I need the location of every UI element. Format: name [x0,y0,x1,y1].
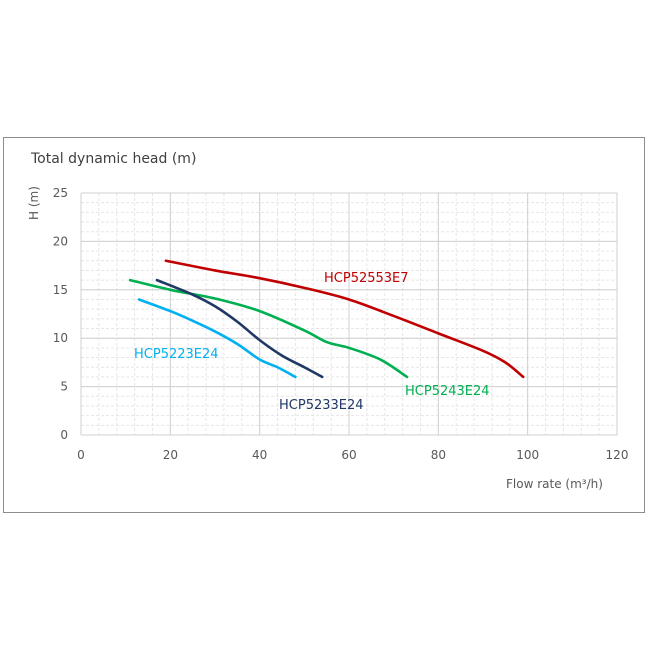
x-tick-label: 60 [341,448,356,462]
y-tick-label: 25 [53,186,68,200]
series-label-hcp5233e24: HCP5233E24 [279,398,364,413]
y-axis-label: H (m) [27,186,41,220]
series-label-hcp5223e24: HCP5223E24 [134,347,219,362]
y-tick-label: 20 [53,234,68,248]
series-line-hcp5243e24 [128,278,409,379]
chart-title: Total dynamic head (m) [31,151,197,167]
x-tick-label: 120 [606,448,629,462]
series-labels: HCP52553E7 HCP5243E24 HCP5233E24 HCP5223E24 [134,271,490,413]
series-line-hcp5223e24 [137,298,297,379]
series-line-hcp52553e7 [164,259,525,379]
x-tick-labels: 0 20 40 60 80 100 120 [77,448,628,462]
x-tick-label: 80 [431,448,446,462]
major-grid [80,192,618,436]
x-tick-label: 40 [252,448,267,462]
x-tick-label: 100 [516,448,539,462]
y-tick-label: 15 [53,283,68,297]
x-tick-label: 20 [163,448,178,462]
y-tick-label: 10 [53,331,68,345]
series-label-hcp52553e7: HCP52553E7 [324,271,409,286]
series-line-hcp5233e24 [155,278,324,379]
x-tick-label: 0 [77,448,85,462]
series-lines [128,259,525,379]
series-label-hcp5243e24: HCP5243E24 [405,384,490,399]
y-tick-labels: 0 5 10 15 20 25 [53,186,68,442]
chart-frame [3,137,645,513]
y-tick-label: 0 [60,428,68,442]
x-axis-label: Flow rate (m³/h) [506,477,603,491]
y-tick-label: 5 [60,380,68,394]
